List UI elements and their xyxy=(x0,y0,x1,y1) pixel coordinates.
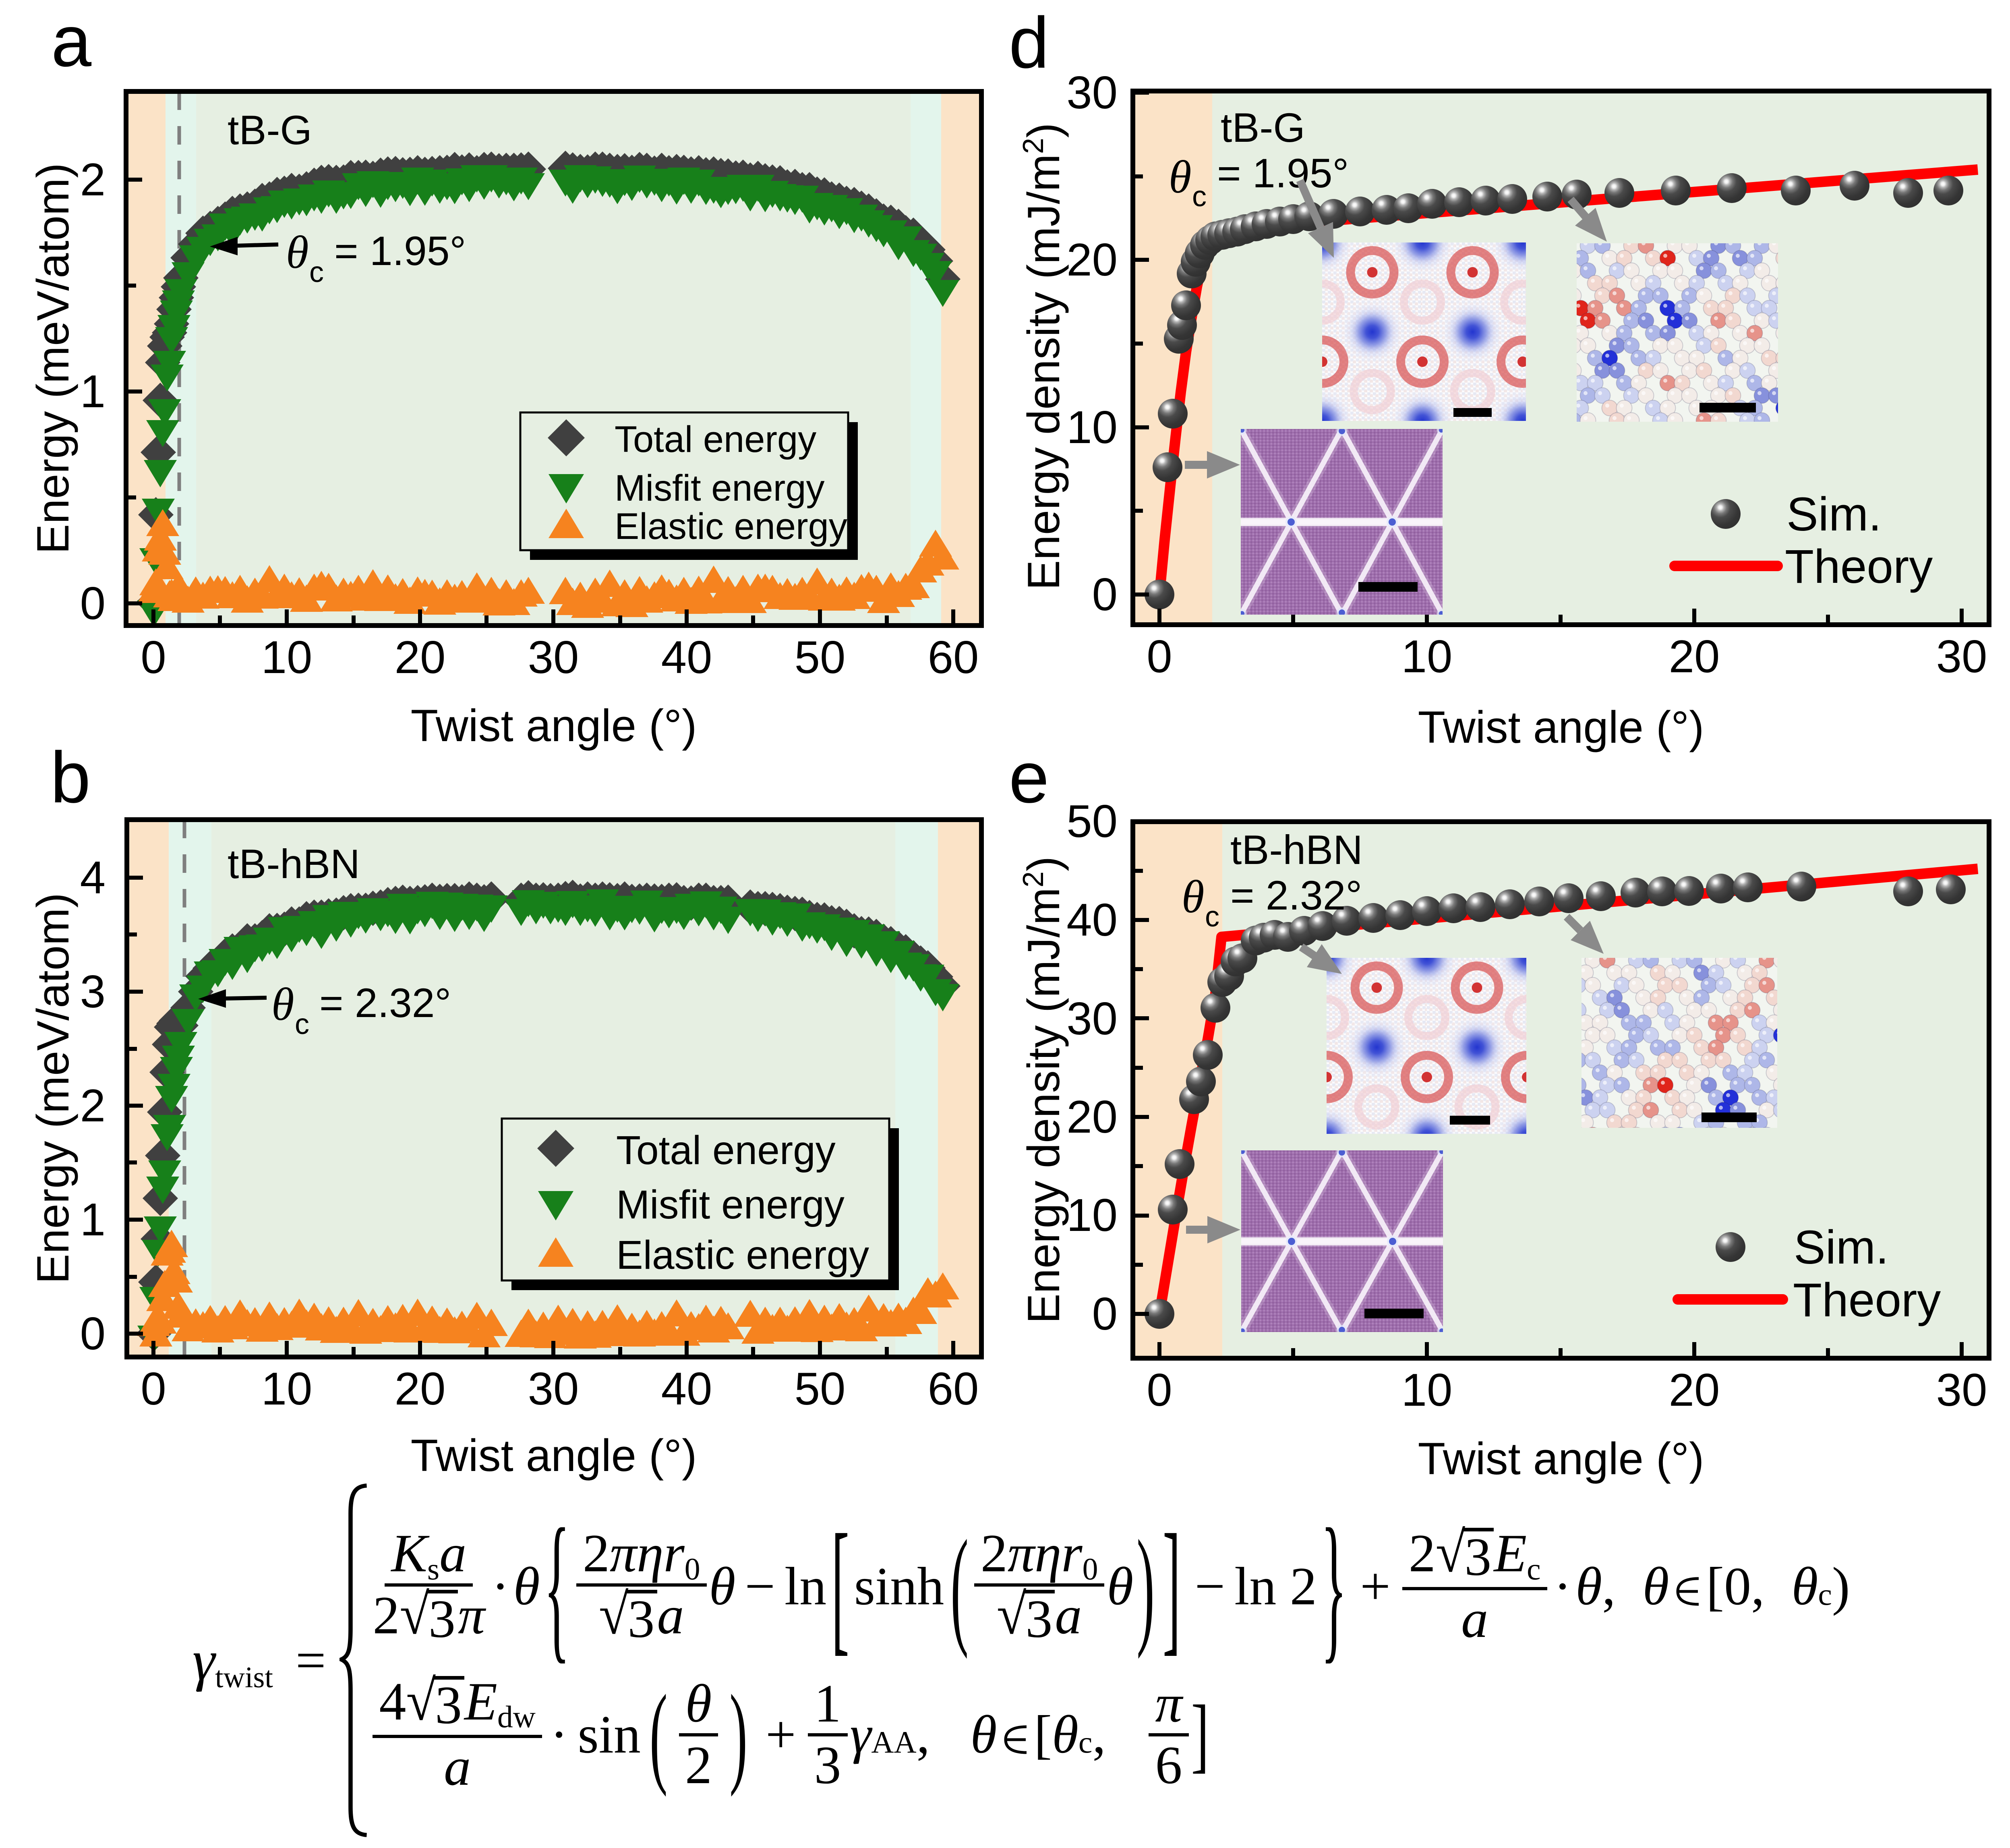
svg-text:a: a xyxy=(51,1,92,82)
svg-text:Twist angle (°): Twist angle (°) xyxy=(1418,1434,1704,1484)
svg-text:1: 1 xyxy=(80,1194,106,1245)
svg-text:0: 0 xyxy=(1092,569,1118,620)
svg-text:0: 0 xyxy=(80,578,106,629)
svg-text:θ: θ xyxy=(286,227,309,278)
svg-text:θ: θ xyxy=(1182,871,1205,922)
svg-text:0: 0 xyxy=(80,1308,106,1359)
svg-text:Theory: Theory xyxy=(1793,1274,1941,1327)
svg-text:20: 20 xyxy=(1066,1092,1118,1143)
svg-text:30: 30 xyxy=(1936,1365,1987,1416)
svg-text:0: 0 xyxy=(141,632,166,683)
svg-text:10: 10 xyxy=(1066,402,1118,453)
svg-text:tB-hBN: tB-hBN xyxy=(1230,827,1363,873)
svg-text:= 1.95°: = 1.95° xyxy=(1217,150,1349,196)
svg-text:0: 0 xyxy=(1147,631,1172,682)
svg-text:Twist angle (°): Twist angle (°) xyxy=(411,1430,697,1481)
svg-text:10: 10 xyxy=(261,1363,313,1415)
svg-text:20: 20 xyxy=(395,632,446,683)
svg-text:30: 30 xyxy=(1936,631,1987,682)
svg-text:10: 10 xyxy=(1401,631,1453,682)
svg-text:3: 3 xyxy=(80,966,106,1017)
svg-text:c: c xyxy=(309,256,324,288)
svg-text:c: c xyxy=(1192,180,1207,213)
svg-text:Elastic energy: Elastic energy xyxy=(615,506,847,547)
svg-text:20: 20 xyxy=(1669,631,1720,682)
svg-text:θ: θ xyxy=(1169,151,1192,203)
svg-text:30: 30 xyxy=(528,1363,579,1415)
svg-text:b: b xyxy=(50,737,91,818)
svg-text:10: 10 xyxy=(1066,1190,1118,1241)
svg-text:d: d xyxy=(1009,2,1049,83)
svg-text:= 2.32°: = 2.32° xyxy=(1230,872,1362,918)
svg-text:= 2.32°: = 2.32° xyxy=(319,980,451,1026)
svg-text:Sim.: Sim. xyxy=(1794,1221,1889,1274)
svg-text:2: 2 xyxy=(80,154,106,205)
svg-text:Energy (meV/atom): Energy (meV/atom) xyxy=(28,163,78,554)
svg-text:40: 40 xyxy=(661,632,712,683)
svg-text:60: 60 xyxy=(928,1363,979,1415)
svg-text:Energy density (mJ/m2): Energy density (mJ/m2) xyxy=(1017,123,1069,590)
svg-text:tB-G: tB-G xyxy=(228,107,312,153)
svg-text:0: 0 xyxy=(141,1363,166,1415)
svg-text:Energy density (mJ/m2): Energy density (mJ/m2) xyxy=(1017,856,1069,1324)
svg-text:tB-hBN: tB-hBN xyxy=(228,841,360,887)
svg-text:40: 40 xyxy=(1066,895,1118,946)
svg-text:Theory: Theory xyxy=(1785,540,1933,593)
svg-text:tB-G: tB-G xyxy=(1221,105,1305,151)
svg-text:Total energy: Total energy xyxy=(615,419,816,460)
svg-text:0: 0 xyxy=(1147,1365,1172,1416)
svg-text:Elastic energy: Elastic energy xyxy=(616,1233,869,1278)
svg-text:Twist angle (°): Twist angle (°) xyxy=(411,700,697,751)
svg-text:0: 0 xyxy=(1092,1289,1118,1340)
svg-text:50: 50 xyxy=(795,632,846,683)
svg-text:50: 50 xyxy=(1066,796,1118,847)
svg-text:40: 40 xyxy=(661,1363,712,1415)
svg-text:Sim.: Sim. xyxy=(1786,488,1882,541)
svg-text:20: 20 xyxy=(395,1363,446,1415)
svg-text:60: 60 xyxy=(928,632,979,683)
svg-text:10: 10 xyxy=(261,632,313,683)
svg-text:20: 20 xyxy=(1066,234,1118,286)
svg-text:4: 4 xyxy=(80,852,106,903)
svg-text:Total energy: Total energy xyxy=(616,1128,836,1173)
svg-text:Misfit energy: Misfit energy xyxy=(615,468,825,509)
svg-text:θ: θ xyxy=(271,979,294,1030)
svg-text:30: 30 xyxy=(1066,67,1118,118)
svg-text:Misfit energy: Misfit energy xyxy=(616,1182,845,1227)
svg-text:30: 30 xyxy=(1066,993,1118,1044)
svg-text:e: e xyxy=(1009,737,1049,818)
svg-text:1: 1 xyxy=(80,366,106,417)
svg-text:30: 30 xyxy=(528,632,579,683)
svg-text:= 1.95°: = 1.95° xyxy=(334,228,466,274)
svg-text:c: c xyxy=(295,1008,309,1040)
svg-text:c: c xyxy=(1205,901,1219,933)
svg-text:Energy (meV/atom): Energy (meV/atom) xyxy=(28,893,78,1284)
svg-text:2: 2 xyxy=(80,1080,106,1131)
svg-text:50: 50 xyxy=(795,1363,846,1415)
svg-text:Twist angle (°): Twist angle (°) xyxy=(1418,702,1704,752)
svg-text:20: 20 xyxy=(1669,1365,1720,1416)
svg-text:10: 10 xyxy=(1401,1365,1453,1416)
